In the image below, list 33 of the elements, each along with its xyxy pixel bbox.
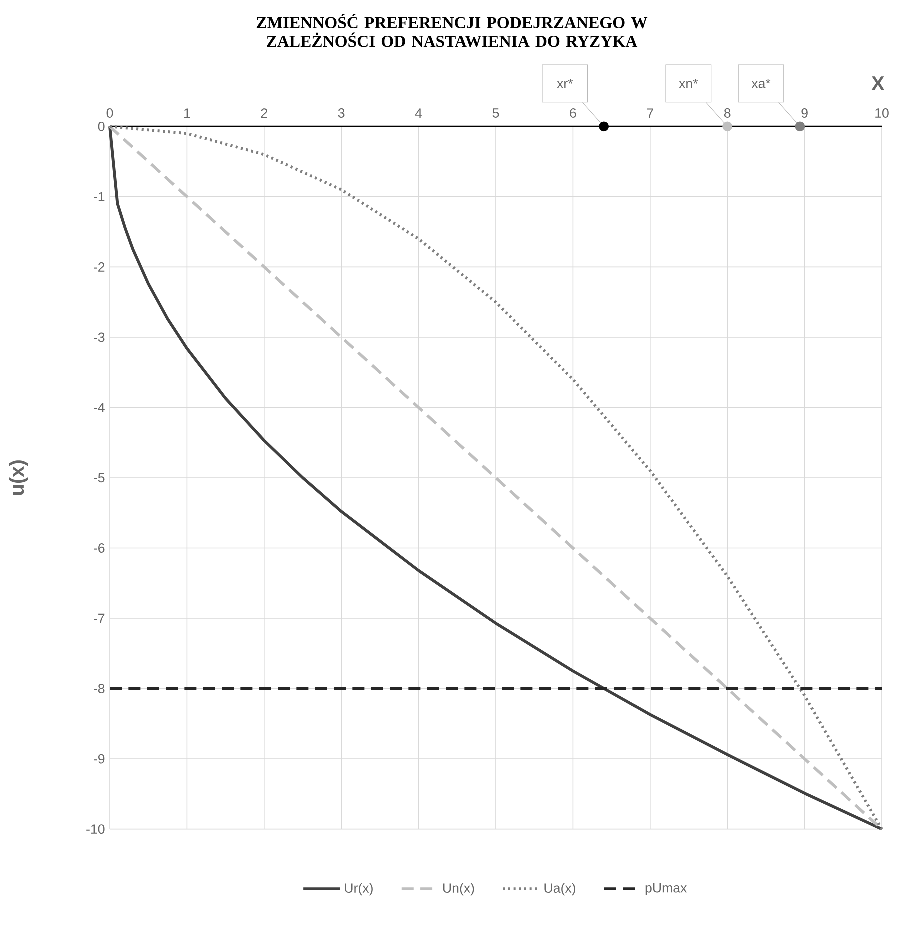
x-tick-label: 7 [647,108,654,118]
x-tick-label: 0 [106,108,114,118]
x-tick-label: 6 [570,108,576,118]
y-tick-label: -3 [94,332,105,342]
x-tick-label: 2 [261,108,268,118]
x-axis-title: X [872,76,885,90]
annotation: xr* [557,79,574,88]
y-tick-label: -6 [94,544,105,553]
line-series [108,125,884,831]
y-tick-label: 0 [98,122,105,132]
x-tick-label: 5 [492,108,500,118]
y-tick-label: -8 [94,684,105,694]
legend-label: Ur(x) [345,883,373,896]
y-tick-label: -10 [86,824,105,834]
y-tick-label: -4 [94,403,105,412]
y-tick-label: -9 [94,754,105,764]
x-tick-label: 9 [802,108,808,118]
legend-label: Ua(x) [544,883,576,896]
y-tick-label: -7 [94,614,105,624]
y-tick-label: -1 [94,192,105,202]
y-tick-label: -5 [94,473,105,483]
x-tick-label: 8 [724,108,731,118]
legend-label: pUmax [646,883,688,896]
y-axis-title: u(x) [9,460,28,496]
annotation: xn* [679,79,698,88]
x-tick-label: 10 [876,108,889,118]
y-tick-label: -2 [94,262,105,272]
annotation: xa* [752,79,771,88]
x-tick-label: 1 [184,108,190,118]
legend-label: Un(x) [443,883,474,896]
x-tick-label: 4 [415,108,422,118]
chart-title: ZMIENNOŚĆ PREFERENCJI PODEJRZANEGO W ZALEŻNOŚCI OD NASTAWIENIA DO RYZYKA [256,14,648,48]
x-tick-label: 3 [338,108,345,118]
